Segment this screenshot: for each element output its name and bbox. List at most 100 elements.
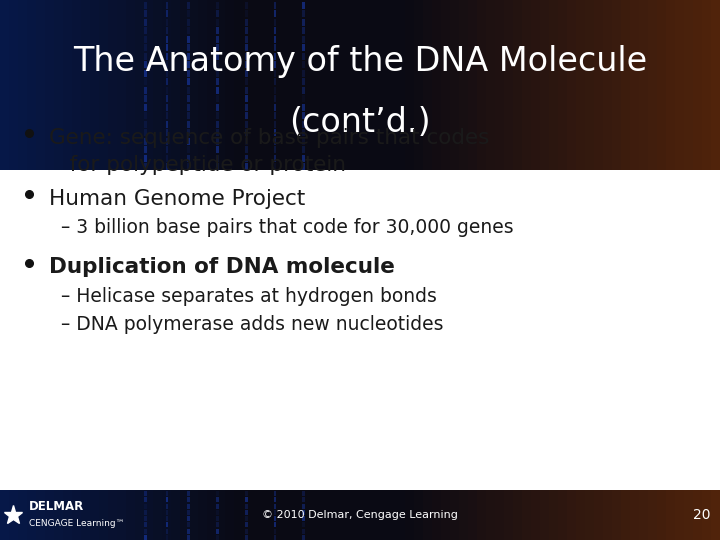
FancyBboxPatch shape [166, 2, 168, 9]
FancyBboxPatch shape [144, 36, 147, 43]
FancyBboxPatch shape [302, 121, 305, 127]
FancyBboxPatch shape [302, 146, 305, 153]
FancyBboxPatch shape [187, 510, 190, 515]
Text: Duplication of DNA molecule: Duplication of DNA molecule [49, 257, 395, 278]
FancyBboxPatch shape [302, 155, 305, 161]
FancyBboxPatch shape [187, 522, 190, 528]
FancyBboxPatch shape [216, 87, 219, 93]
FancyBboxPatch shape [187, 497, 190, 502]
FancyBboxPatch shape [166, 112, 168, 119]
Text: 20: 20 [693, 508, 711, 522]
FancyBboxPatch shape [274, 129, 276, 136]
FancyBboxPatch shape [245, 104, 248, 111]
FancyBboxPatch shape [274, 510, 276, 515]
FancyBboxPatch shape [274, 535, 276, 540]
FancyBboxPatch shape [603, 0, 612, 170]
FancyBboxPatch shape [166, 497, 168, 502]
FancyBboxPatch shape [144, 163, 147, 170]
FancyBboxPatch shape [187, 87, 190, 93]
FancyBboxPatch shape [274, 104, 276, 111]
FancyBboxPatch shape [245, 2, 248, 9]
FancyBboxPatch shape [144, 490, 153, 540]
FancyBboxPatch shape [459, 490, 468, 540]
FancyBboxPatch shape [302, 95, 305, 102]
FancyBboxPatch shape [302, 19, 305, 25]
FancyBboxPatch shape [36, 490, 45, 540]
FancyBboxPatch shape [0, 0, 9, 170]
FancyBboxPatch shape [302, 112, 305, 119]
FancyBboxPatch shape [171, 490, 180, 540]
FancyBboxPatch shape [274, 112, 276, 119]
FancyBboxPatch shape [302, 516, 305, 521]
FancyBboxPatch shape [274, 87, 276, 93]
FancyBboxPatch shape [693, 0, 702, 170]
FancyBboxPatch shape [274, 146, 276, 153]
FancyBboxPatch shape [216, 163, 219, 170]
FancyBboxPatch shape [245, 129, 248, 136]
FancyBboxPatch shape [245, 535, 248, 540]
FancyBboxPatch shape [245, 155, 248, 161]
FancyBboxPatch shape [302, 78, 305, 85]
FancyBboxPatch shape [108, 490, 117, 540]
FancyBboxPatch shape [166, 104, 168, 111]
FancyBboxPatch shape [144, 535, 147, 540]
Text: The Anatomy of the DNA Molecule: The Anatomy of the DNA Molecule [73, 45, 647, 78]
FancyBboxPatch shape [187, 129, 190, 136]
FancyBboxPatch shape [99, 0, 108, 170]
FancyBboxPatch shape [187, 78, 190, 85]
FancyBboxPatch shape [603, 490, 612, 540]
FancyBboxPatch shape [166, 19, 168, 25]
FancyBboxPatch shape [486, 490, 495, 540]
FancyBboxPatch shape [216, 138, 219, 145]
FancyBboxPatch shape [684, 490, 693, 540]
FancyBboxPatch shape [711, 0, 720, 170]
FancyBboxPatch shape [567, 490, 576, 540]
FancyBboxPatch shape [302, 2, 305, 9]
FancyBboxPatch shape [684, 0, 693, 170]
FancyBboxPatch shape [216, 36, 219, 43]
FancyBboxPatch shape [126, 0, 135, 170]
FancyBboxPatch shape [459, 0, 468, 170]
FancyBboxPatch shape [187, 155, 190, 161]
FancyBboxPatch shape [27, 490, 36, 540]
FancyBboxPatch shape [135, 490, 144, 540]
FancyBboxPatch shape [166, 121, 168, 127]
FancyBboxPatch shape [216, 2, 219, 9]
FancyBboxPatch shape [302, 53, 305, 59]
FancyBboxPatch shape [639, 0, 648, 170]
FancyBboxPatch shape [540, 0, 549, 170]
FancyBboxPatch shape [144, 497, 147, 502]
FancyBboxPatch shape [187, 121, 190, 127]
FancyBboxPatch shape [274, 121, 276, 127]
FancyBboxPatch shape [302, 36, 305, 43]
FancyBboxPatch shape [216, 19, 219, 25]
FancyBboxPatch shape [187, 516, 190, 521]
FancyBboxPatch shape [245, 516, 248, 521]
FancyBboxPatch shape [144, 87, 147, 93]
FancyBboxPatch shape [245, 491, 248, 496]
Text: – DNA polymerase adds new nucleotides: – DNA polymerase adds new nucleotides [61, 314, 444, 334]
FancyBboxPatch shape [302, 535, 305, 540]
FancyBboxPatch shape [450, 490, 459, 540]
FancyBboxPatch shape [495, 0, 504, 170]
FancyBboxPatch shape [135, 0, 144, 170]
FancyBboxPatch shape [245, 78, 248, 85]
FancyBboxPatch shape [274, 53, 276, 59]
FancyBboxPatch shape [450, 0, 459, 170]
FancyBboxPatch shape [171, 0, 180, 170]
FancyBboxPatch shape [621, 0, 630, 170]
FancyBboxPatch shape [187, 44, 190, 51]
FancyBboxPatch shape [216, 129, 219, 136]
FancyBboxPatch shape [166, 491, 168, 496]
FancyBboxPatch shape [549, 0, 558, 170]
FancyBboxPatch shape [274, 44, 276, 51]
FancyBboxPatch shape [468, 0, 477, 170]
FancyBboxPatch shape [513, 0, 522, 170]
FancyBboxPatch shape [144, 146, 147, 153]
FancyBboxPatch shape [216, 155, 219, 161]
FancyBboxPatch shape [54, 490, 63, 540]
FancyBboxPatch shape [144, 53, 147, 59]
FancyBboxPatch shape [639, 490, 648, 540]
FancyBboxPatch shape [166, 163, 168, 170]
FancyBboxPatch shape [166, 70, 168, 77]
